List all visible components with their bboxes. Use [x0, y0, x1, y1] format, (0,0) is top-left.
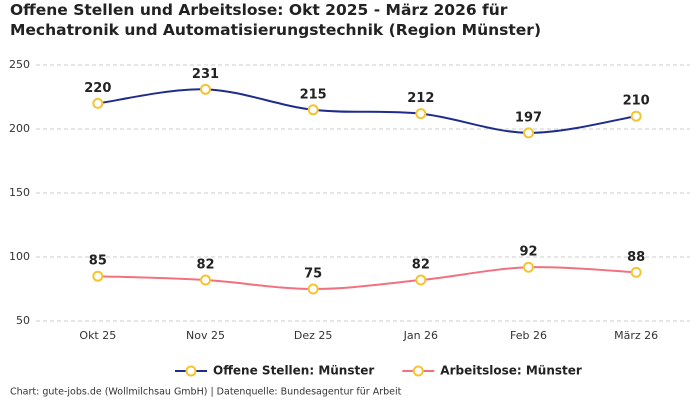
y-tick-label: 250	[9, 58, 30, 71]
legend-label: Offene Stellen: Münster	[213, 364, 374, 378]
y-tick-label: 100	[9, 250, 30, 263]
x-tick-label: März 26	[614, 329, 658, 342]
x-tick-label: Jan 26	[403, 329, 438, 342]
y-tick-label: 50	[16, 314, 30, 327]
value-label: 231	[192, 67, 219, 82]
source: Chart: gute-jobs.de (Wollmilchsau GmbH) …	[10, 387, 402, 398]
value-label: 82	[412, 258, 430, 273]
marker	[92, 97, 104, 109]
x-tick-label: Okt 25	[79, 329, 116, 342]
x-tick-label: Dez 25	[294, 329, 333, 342]
value-label: 215	[300, 87, 327, 102]
chart-title: Offene Stellen und Arbeitslose: Okt 2025…	[10, 1, 542, 39]
legend-label: Arbeitslose: Münster	[440, 364, 582, 378]
value-label: 197	[515, 110, 542, 125]
legend-marker	[185, 365, 197, 377]
value-label: 220	[84, 81, 111, 96]
x-tick-label: Feb 26	[510, 329, 547, 342]
value-label: 85	[89, 254, 107, 269]
y-tick-label: 150	[9, 186, 30, 199]
x-tick-label: Nov 25	[186, 329, 225, 342]
marker	[415, 108, 427, 120]
marker	[200, 274, 211, 286]
marker	[630, 110, 642, 122]
value-label: 92	[519, 245, 537, 260]
marker	[200, 83, 211, 95]
marker	[307, 104, 319, 116]
legend-marker	[412, 365, 424, 377]
series-line	[97, 88, 637, 134]
value-label: 75	[304, 267, 322, 282]
value-label: 212	[407, 91, 434, 106]
marker	[307, 283, 319, 295]
value-label: 82	[196, 258, 214, 273]
marker	[523, 261, 534, 273]
series-line	[97, 266, 637, 291]
y-tick-label: 200	[9, 122, 30, 135]
value-label: 88	[627, 250, 645, 265]
value-label: 210	[623, 94, 650, 109]
marker	[630, 266, 642, 278]
marker	[523, 127, 534, 139]
marker	[92, 270, 104, 282]
marker	[415, 274, 427, 286]
